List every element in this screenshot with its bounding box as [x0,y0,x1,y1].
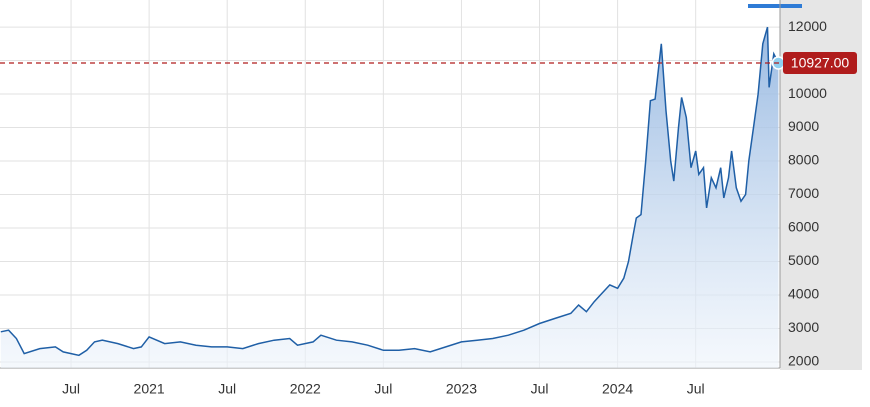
y-tick-label: 10000 [788,85,827,101]
x-tick-label: Jul [218,381,236,397]
range-indicator [748,4,802,8]
y-tick-label: 5000 [788,252,819,268]
area [0,27,779,368]
x-tick-label: 2024 [602,381,633,397]
y-tick-label: 3000 [788,319,819,335]
x-tick-label: Jul [374,381,392,397]
reference-label-box [783,52,857,75]
y-tick-label: 7000 [788,185,819,201]
x-tick-label: 2023 [446,381,477,397]
x-tick-label: Jul [62,381,80,397]
x-tick-label: Jul [531,381,549,397]
y-tick-label: 8000 [788,152,819,168]
reference-label: 10927.00 [791,55,850,71]
y-tick-label: 12000 [788,18,827,34]
x-tick-label: 2022 [290,381,321,397]
y-tick-label: 6000 [788,219,819,235]
y-tick-label: 2000 [788,353,819,369]
x-tick-label: Jul [687,381,705,397]
y-tick-label: 4000 [788,286,819,302]
line [0,26,780,357]
x-tick-label: 2021 [134,381,165,397]
y-tick-label: 9000 [788,118,819,134]
